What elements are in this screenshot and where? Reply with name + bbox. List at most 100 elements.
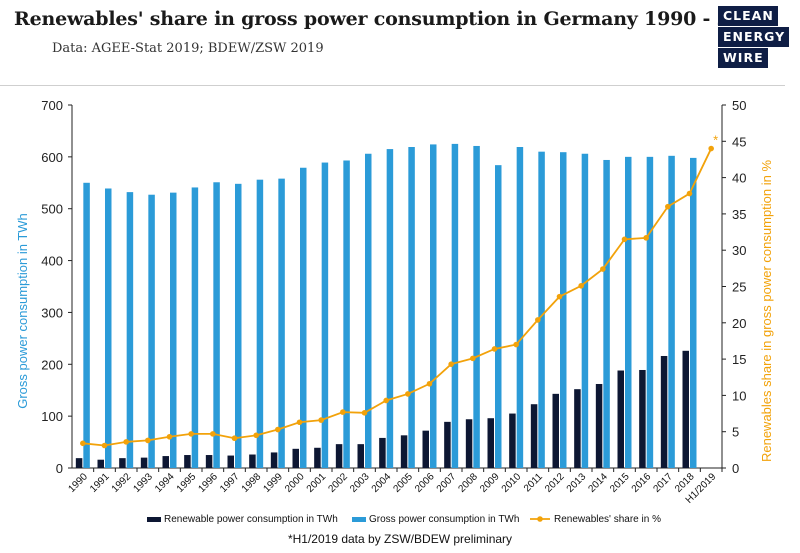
renewable-bar xyxy=(444,421,451,468)
bars xyxy=(75,143,697,469)
share-point xyxy=(470,355,476,362)
y-tick-label: 100 xyxy=(41,409,63,424)
renewable-bar xyxy=(97,459,104,468)
share-point xyxy=(231,435,238,442)
gross-bar xyxy=(581,153,589,468)
renewable-bar xyxy=(335,444,343,468)
gross-bar xyxy=(451,143,459,468)
renewable-bar xyxy=(119,458,126,468)
renewable-bar xyxy=(552,393,559,468)
y-tick-label: 500 xyxy=(41,202,63,217)
x-tick-label: 1999 xyxy=(261,471,285,495)
renewable-bar xyxy=(487,418,494,468)
gross-bar xyxy=(408,147,415,469)
x-tick-label: 2011 xyxy=(522,471,545,494)
gross-bar xyxy=(668,155,675,468)
y2-tick-label: 45 xyxy=(732,134,746,149)
share-point xyxy=(578,282,584,289)
renewable-bar xyxy=(314,447,321,468)
chart-title: Renewables' share in gross power consump… xyxy=(14,8,776,30)
renewable-bar xyxy=(249,454,256,468)
x-tick-label: 2016 xyxy=(630,471,654,495)
y2-axis-label: Renewables share in gross power consumpt… xyxy=(759,160,774,462)
gross-bar xyxy=(321,162,329,468)
share-point xyxy=(665,203,671,210)
header: Renewables' share in gross power consump… xyxy=(0,0,800,86)
y2-tick-label: 20 xyxy=(732,316,746,331)
gross-bar xyxy=(495,165,502,468)
share-point xyxy=(361,410,368,416)
legend-label-1: Renewable power consumption in TWh xyxy=(164,514,338,525)
share-line-path xyxy=(82,148,712,447)
gross-bar xyxy=(538,151,545,468)
renewable-bar xyxy=(184,455,191,468)
gross-bar xyxy=(213,182,220,468)
gross-bar xyxy=(191,187,199,468)
share-point xyxy=(448,361,454,367)
gross-bar xyxy=(690,157,697,468)
x-tick-label: 2001 xyxy=(305,471,329,495)
share-point xyxy=(188,431,194,437)
share-point xyxy=(123,439,129,445)
y2-tick-label: 50 xyxy=(732,98,746,113)
renewable-bar xyxy=(660,355,668,468)
y-tick-label: 600 xyxy=(41,150,63,165)
x-tick-label: 2003 xyxy=(348,471,372,495)
legend-swatch-1 xyxy=(147,517,161,522)
y-tick-label: 0 xyxy=(56,461,63,476)
gross-bar xyxy=(625,156,632,468)
share-point xyxy=(513,341,519,348)
gross-bar xyxy=(603,159,610,468)
x-tick-label: 2008 xyxy=(456,471,480,495)
share-point xyxy=(296,419,303,426)
gross-bar xyxy=(278,178,285,468)
x-tick-label: 1990 xyxy=(66,471,90,495)
x-tick-label: 2006 xyxy=(413,471,437,495)
x-tick-label: 2017 xyxy=(651,471,675,495)
renewable-bar xyxy=(530,404,538,468)
share-point xyxy=(643,235,649,241)
share-point xyxy=(210,431,216,437)
header-divider xyxy=(0,85,785,86)
share-point xyxy=(686,190,693,197)
x-tick-label: 1992 xyxy=(110,471,134,495)
gross-bar xyxy=(516,147,524,469)
x-tick-label: 2000 xyxy=(283,471,307,495)
footnote: *H1/2019 data by ZSW/BDEW preliminary xyxy=(288,532,512,546)
share-point xyxy=(318,417,324,423)
x-tick-label: 2009 xyxy=(478,471,502,495)
x-tick-label: 2014 xyxy=(586,471,610,495)
renewable-bar xyxy=(292,448,299,468)
gross-bar xyxy=(300,167,307,469)
x-tick-label: 2007 xyxy=(435,471,459,495)
y-tick-label: 700 xyxy=(41,98,63,113)
gross-bar xyxy=(343,160,350,468)
share-point xyxy=(253,432,259,439)
gross-bar xyxy=(386,149,394,469)
y2-tick-label: 0 xyxy=(732,461,739,476)
y2-tick-label: 40 xyxy=(732,171,746,186)
legend-label-3: Renewables' share in % xyxy=(554,514,661,525)
x-tick-label: 2004 xyxy=(370,471,394,495)
clean-energy-wire-logo: CLEAN ENERGY WIRE xyxy=(718,6,794,69)
gross-bar xyxy=(365,153,372,468)
renewable-bar xyxy=(227,455,234,468)
gross-bar xyxy=(148,194,155,468)
renewable-bar xyxy=(639,369,646,468)
share-point xyxy=(426,380,433,387)
x-tick-label: 1994 xyxy=(153,471,177,495)
logo-line-1: CLEAN xyxy=(718,6,778,26)
logo-line-3: WIRE xyxy=(718,48,768,68)
y2-tick-label: 5 xyxy=(732,425,739,440)
legend-swatch-2 xyxy=(352,517,366,522)
share-line: * xyxy=(80,133,718,449)
x-tick-label: 1993 xyxy=(131,471,155,495)
y2-tick-label: 35 xyxy=(732,207,746,222)
share-point xyxy=(80,440,86,447)
share-point xyxy=(101,442,108,449)
x-tick-label: 2015 xyxy=(608,471,632,495)
y-tick-label: 200 xyxy=(41,357,63,372)
x-tick-label: 1996 xyxy=(196,471,220,495)
y2-tick-label: 25 xyxy=(732,280,746,295)
renewable-bar xyxy=(422,430,429,468)
